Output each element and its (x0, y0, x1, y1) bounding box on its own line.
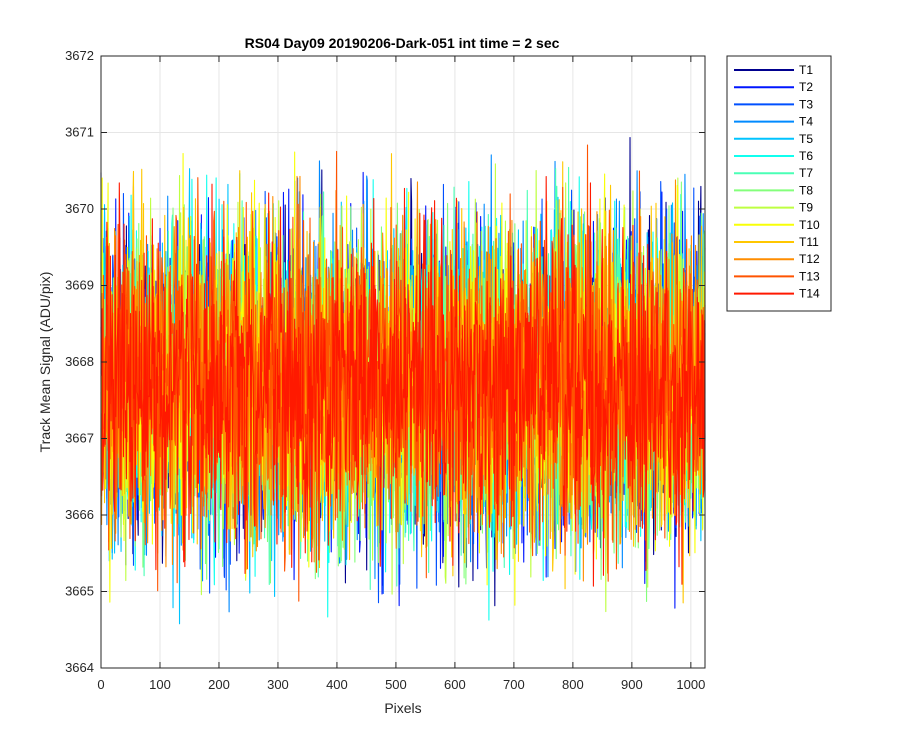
x-tick-label: 800 (562, 677, 584, 692)
y-tick-label: 3666 (65, 507, 94, 522)
x-tick-label: 900 (621, 677, 643, 692)
y-tick-label: 3672 (65, 48, 94, 63)
legend-label-t4: T4 (799, 115, 813, 129)
y-tick-label: 3669 (65, 278, 94, 293)
x-tick-label: 500 (385, 677, 407, 692)
legend-label-t6: T6 (799, 149, 813, 163)
y-tick-label: 3670 (65, 201, 94, 216)
legend-label-t7: T7 (799, 166, 813, 180)
x-tick-label: 200 (208, 677, 230, 692)
legend-label-t12: T12 (799, 252, 820, 266)
legend-label-t2: T2 (799, 80, 813, 94)
y-tick-label: 3665 (65, 584, 94, 599)
x-axis-label: Pixels (384, 700, 421, 716)
legend-label-t1: T1 (799, 63, 813, 77)
legend-label-t9: T9 (799, 201, 813, 215)
legend-label-t5: T5 (799, 132, 813, 146)
axis-ticks: 0 100 200 300 400 500 600 700 800 900 1000 3664 3665… (65, 48, 705, 692)
legend-label-t13: T13 (799, 269, 820, 283)
y-tick-label: 3667 (65, 431, 94, 446)
y-tick-label: 3671 (65, 125, 94, 140)
y-axis-label: Track Mean Signal (ADU/pix) (37, 272, 53, 453)
legend-label-t3: T3 (799, 97, 813, 111)
chart-title: RS04 Day09 20190206-Dark-051 int time = … (245, 35, 560, 51)
x-tick-label: 0 (97, 677, 104, 692)
legend-label-t11: T11 (799, 235, 819, 249)
legend-box (726, 55, 832, 312)
series-line-t14 (100, 175, 706, 587)
y-tick-label: 3668 (65, 354, 94, 369)
legend-label-t14: T14 (799, 287, 820, 301)
legend-label-t8: T8 (799, 183, 813, 197)
x-tick-label: 100 (149, 677, 171, 692)
x-tick-label: 1000 (676, 677, 705, 692)
x-tick-label: 300 (267, 677, 289, 692)
x-tick-label: 600 (444, 677, 466, 692)
series-lines (100, 137, 706, 625)
legend-label-t10: T10 (799, 218, 820, 232)
legend: T1 T2 T3 T4 T5 T6 T7 T8 T9 T10 T11 T12 T13 T14 (726, 55, 832, 312)
x-tick-label: 400 (326, 677, 348, 692)
x-tick-label: 700 (503, 677, 525, 692)
y-tick-label: 3664 (65, 660, 94, 675)
